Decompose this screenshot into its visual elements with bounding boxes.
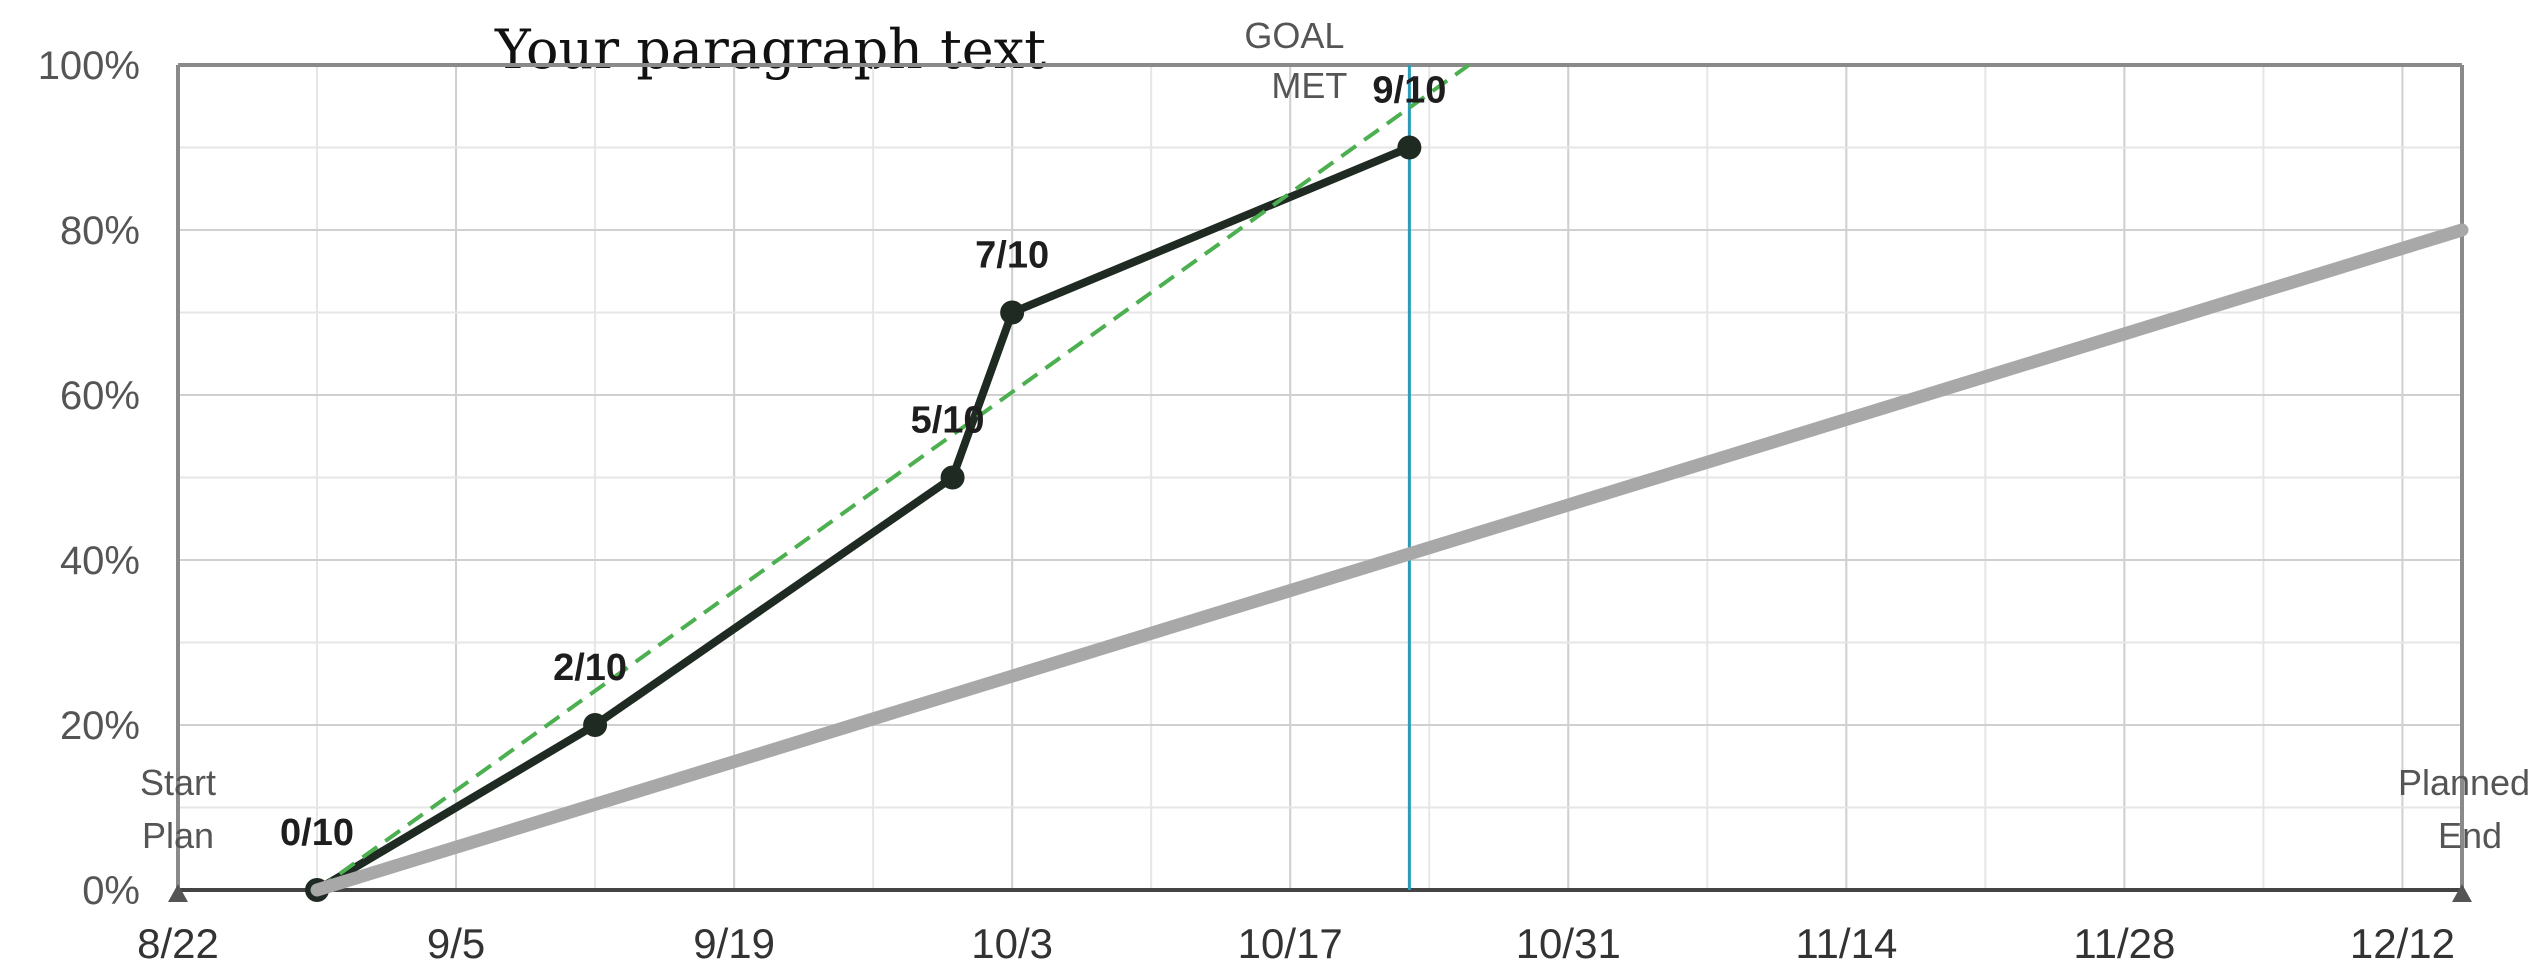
x-tick-label: 9/19	[693, 920, 775, 965]
y-tick-label: 80%	[60, 209, 140, 253]
y-tick-label: 40%	[60, 539, 140, 583]
data-point-label: 7/10	[975, 235, 1049, 277]
data-point-label: 0/10	[280, 812, 354, 854]
start-annotation-line2: Plan	[142, 815, 214, 856]
y-tick-label: 20%	[60, 704, 140, 748]
goal-annotation-line2: MET	[1271, 65, 1347, 106]
labels: 0/10 2/10 5/10 7/10 9/10 GOAL MET Start Plan Plan…	[140, 15, 2530, 856]
trend-line	[315, 63, 1471, 892]
end-annotation-line1: Planned	[2398, 762, 2530, 803]
y-tick-label: 0%	[82, 869, 140, 913]
grid	[177, 64, 2462, 891]
data-point-label: 2/10	[553, 647, 627, 689]
data-point	[1000, 300, 1025, 325]
x-tick-label: 10/31	[1516, 920, 1621, 965]
x-tick-label: 11/14	[1795, 920, 1897, 965]
end-marker	[2452, 884, 2472, 902]
paragraph-text: Your paragraph text	[495, 18, 1046, 81]
x-tick-label: 9/5	[427, 920, 485, 965]
planned-line	[310, 223, 2469, 897]
start-marker	[168, 884, 188, 902]
data-point	[940, 465, 965, 490]
x-tick-label: 10/17	[1238, 920, 1343, 965]
x-tick-label: 12/12	[2350, 920, 2455, 965]
series	[305, 63, 2469, 902]
axes: 8/22 9/5 9/19 10/3 10/17 10/31 11/14 11/28 12/12…	[38, 44, 2472, 965]
start-annotation-line1: Start	[140, 762, 216, 803]
x-tick-label: 10/3	[971, 920, 1053, 965]
actual-progress-line	[314, 143, 1411, 894]
x-tick-label: 8/22	[137, 920, 219, 965]
y-tick-label: 100%	[38, 44, 140, 88]
data-point-label: 5/10	[911, 400, 985, 442]
y-tick-label: 60%	[60, 374, 140, 418]
end-annotation-line2: End	[2438, 815, 2502, 856]
data-point	[583, 713, 608, 737]
goal-annotation-line1: GOAL	[1244, 15, 1344, 56]
data-point-label: 9/10	[1372, 70, 1446, 112]
data-point	[1397, 135, 1422, 160]
x-tick-label: 11/28	[2073, 920, 2175, 965]
